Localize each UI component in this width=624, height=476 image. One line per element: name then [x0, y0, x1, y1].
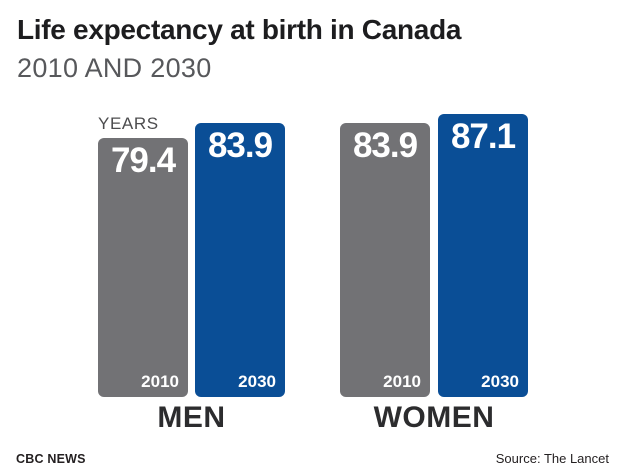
group-label-men: MEN: [157, 401, 226, 434]
bar-value-label: 87.1: [450, 117, 516, 156]
y-axis-unit-label: YEARS: [98, 114, 159, 133]
bar-value-label: 79.4: [110, 141, 176, 180]
chart-subtitle: 2010 AND 2030: [17, 53, 212, 83]
brand-attribution: CBC NEWS: [16, 452, 86, 466]
bar-year-label: 2010: [141, 372, 179, 391]
bar-men-2030: 83.9 2030: [195, 123, 285, 397]
bar-year-label: 2030: [481, 372, 519, 391]
group-label-women: WOMEN: [373, 401, 495, 434]
bar-men-2010: 79.4 2010: [98, 138, 188, 397]
bar-women-2010: 83.9 2010: [340, 123, 430, 397]
bar-year-label: 2030: [238, 372, 276, 391]
bar-value-label: 83.9: [352, 126, 418, 165]
chart-title: Life expectancy at birth in Canada: [17, 14, 462, 45]
bar-year-label: 2010: [383, 372, 421, 391]
bar-women-2030: 87.1 2030: [438, 114, 528, 397]
bar-value-label: 83.9: [207, 126, 273, 165]
source-credit: Source: The Lancet: [495, 451, 609, 466]
